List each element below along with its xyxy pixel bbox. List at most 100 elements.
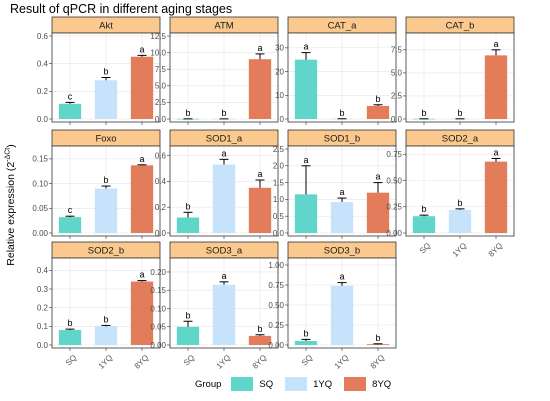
significance-letter: b: [339, 108, 344, 118]
y-tick-label: 10.0: [150, 48, 166, 57]
bar-8yq: [248, 59, 272, 119]
facet-panel-foxo: Foxo 0.00 0.05 0.10 0.15 c b a: [32, 129, 161, 239]
panel-border: [405, 32, 515, 123]
x-tick-label: 1YQ: [97, 353, 115, 371]
significance-letter: a: [493, 147, 498, 157]
x-tick-label: SQ: [300, 353, 315, 368]
bar-8yq: [130, 165, 154, 233]
y-tick-label: 0.0: [273, 229, 285, 238]
y-tick-label: 0: [280, 115, 285, 124]
panel-border: [51, 32, 161, 123]
y-tick-label: 0.15: [32, 155, 48, 164]
bar-1yq: [448, 209, 472, 233]
significance-letter: a: [375, 172, 380, 182]
y-tick-label: 0.1: [37, 322, 49, 331]
y-tick-label: 0.5: [273, 212, 285, 221]
facet-panel-sod1_b: SOD1_b 0.0 0.5 1.0 1.5 2.0 2.5 a a a: [273, 129, 397, 239]
y-tick-label: 0.4: [155, 177, 167, 186]
significance-letter: a: [139, 44, 144, 54]
bar-1yq: [330, 285, 354, 345]
significance-letter: c: [68, 205, 73, 215]
x-tick-label: 8YQ: [487, 241, 505, 259]
y-tick-label: 0.50: [386, 176, 402, 185]
significance-letter: a: [221, 148, 226, 158]
panel-border: [169, 32, 279, 123]
facet-panel-sod3_a: SOD3_a 0.00 0.05 0.10 0.15 0.20 b SQ a 1YQ b 8YQ: [150, 241, 279, 371]
facet-panel-akt: Akt 0.0 0.2 0.4 0.6 c b a: [37, 16, 161, 125]
panel-border: [51, 145, 161, 237]
y-tick-label: 10: [275, 91, 284, 100]
y-tick-label: 0.10: [150, 304, 166, 313]
y-tick-label: 0.4: [37, 59, 49, 68]
bar-8yq: [248, 335, 272, 345]
bar-8yq: [130, 56, 154, 119]
y-tick-label: 0.2: [37, 303, 49, 312]
bar-8yq: [366, 105, 390, 119]
bar-8yq: [130, 281, 154, 345]
y-tick-label: 0.6: [37, 32, 49, 41]
significance-letter: b: [457, 198, 462, 208]
significance-letter: a: [139, 270, 144, 280]
significance-letter: b: [67, 318, 72, 328]
y-tick-label: 2.0: [273, 162, 285, 171]
facet-strip-label: Akt: [99, 21, 113, 32]
bar-sq: [294, 59, 318, 119]
significance-letter: b: [457, 108, 462, 118]
y-tick-label: 5.0: [391, 69, 403, 78]
y-tick-label: 0.20: [150, 268, 166, 277]
significance-letter: b: [185, 108, 190, 118]
facet-panel-sod2_b: SOD2_b 0.0 0.1 0.2 0.3 0.4 b SQ b 1YQ a 8YQ: [37, 241, 161, 371]
facet-panel-sod2_a: SOD2_a 0.00 0.25 0.50 0.75 b SQ b 1YQ a 8YQ: [386, 129, 515, 259]
y-tick-label: 2.5: [155, 98, 167, 107]
y-tick-label: 7.5: [155, 65, 167, 74]
bar-8yq: [366, 344, 390, 345]
y-tick-label: 0.10: [32, 179, 48, 188]
legend-item-sq: SQ: [231, 377, 273, 391]
facet-strip-label: SOD2_a: [442, 134, 479, 145]
y-tick-label: 0.0: [37, 115, 49, 124]
bar-sq: [176, 326, 200, 345]
bar-1yq: [212, 284, 236, 345]
y-tick-label: 1.0: [273, 195, 285, 204]
y-tick-label: 0.4: [37, 266, 49, 275]
facet-panel-atm: ATM 0.0 2.5 5.0 7.5 10.0 12.5 b b a: [150, 16, 279, 125]
chart-title: Result of qPCR in different aging stages: [10, 2, 233, 16]
significance-letter: a: [303, 155, 308, 165]
facet-panel-cat_b: CAT_b 0.0 2.5 5.0 7.5 b b a: [391, 16, 515, 125]
bar-1yq: [94, 188, 118, 233]
x-tick-label: 1YQ: [215, 353, 233, 371]
facet-strip-label: CAT_a: [328, 21, 358, 32]
facet-strip-label: CAT_b: [446, 21, 475, 32]
bar-sq: [58, 330, 82, 345]
panel-border: [287, 145, 397, 237]
significance-letter: a: [493, 39, 498, 49]
x-tick-label: 1YQ: [451, 241, 469, 259]
x-tick-label: 8YQ: [369, 353, 387, 371]
legend-title: Group: [195, 378, 222, 390]
x-tick-label: SQ: [182, 353, 197, 368]
panel-border: [169, 145, 279, 237]
y-tick-label: 0.00: [150, 341, 166, 350]
y-tick-label: 20: [275, 67, 284, 76]
y-tick-label: 0.0: [155, 229, 167, 238]
bar-sq: [294, 194, 318, 233]
y-tick-label: 0.05: [32, 204, 48, 213]
legend-key-1yq: [285, 377, 308, 391]
legend-item-8yq: 8YQ: [344, 377, 391, 391]
x-tick-label: SQ: [418, 241, 433, 256]
y-tick-label: 0.00: [386, 229, 402, 238]
y-tick-label: 12.5: [150, 32, 166, 41]
significance-letter: b: [303, 328, 308, 338]
facet-strip-label: SOD1_a: [206, 134, 243, 145]
significance-letter: b: [221, 108, 226, 118]
legend-label-1yq: 1YQ: [313, 378, 333, 390]
y-tick-label: 30: [275, 44, 284, 53]
significance-letter: b: [375, 94, 380, 104]
significance-letter: b: [103, 175, 108, 185]
y-tick-label: 0.2: [37, 87, 49, 96]
significance-letter: a: [139, 154, 144, 164]
significance-letter: b: [257, 324, 262, 334]
y-tick-label: 2.5: [391, 92, 403, 101]
y-tick-label: 0.75: [386, 150, 402, 159]
facet-panel-sod1_a: SOD1_a 0.0 0.2 0.4 0.6 b a a: [155, 129, 279, 239]
